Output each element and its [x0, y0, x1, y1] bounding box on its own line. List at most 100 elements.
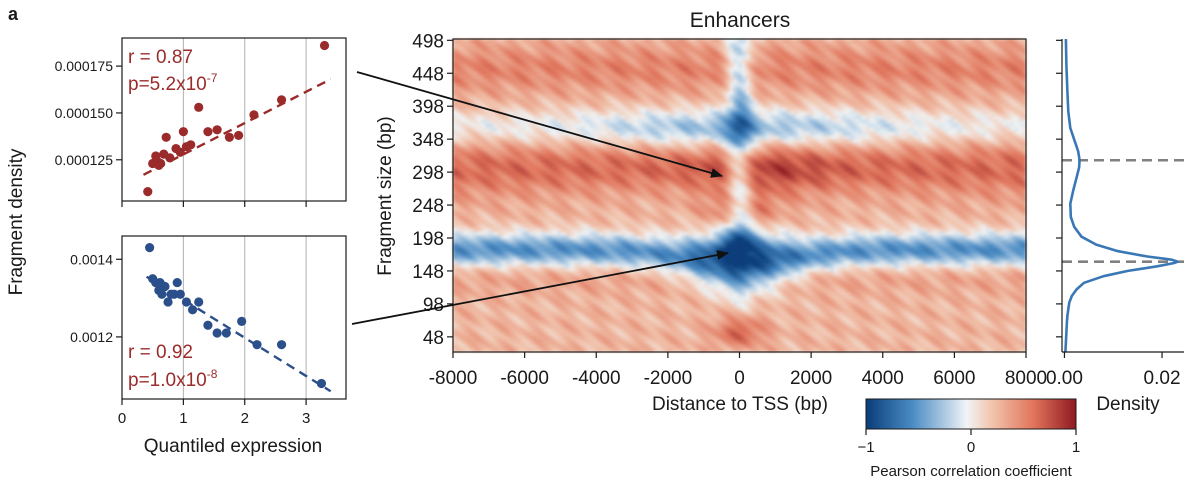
bottom-scatter-xtick-label: 3: [302, 410, 310, 427]
bottom-scatter-gridlines: [182, 236, 307, 399]
heatmap-xtick-label: -8000: [429, 368, 478, 389]
colorbar: −1 0 1 Pearson correlation coefficient: [857, 398, 1080, 480]
bottom-scatter-point: [157, 289, 167, 299]
density-xtick-label: 0.02: [1144, 368, 1181, 389]
top-scatter-point: [194, 102, 204, 112]
heatmap-xticks: -8000 -6000 -4000 -2000 0 2000 4000 6000 8000: [429, 352, 1047, 389]
heatmap-xtick-label: -2000: [644, 368, 693, 389]
top-scatter-point: [156, 158, 166, 169]
heatmap-ytick-label: 298: [412, 163, 444, 184]
heatmap-xtick-label: -4000: [572, 368, 621, 389]
bottom-scatter-xticks: 0 1 2 3: [118, 399, 310, 427]
heatmap-ytick-label: 98: [423, 295, 444, 316]
colorbar-gradient: [865, 398, 1077, 430]
heatmap-panel: Enhancers 48 98 148 198 248 298 348 398 448 498 -…: [375, 9, 1047, 415]
bottom-scatter-xtick-label: 0: [118, 410, 126, 427]
heatmap-title: Enhancers: [690, 9, 790, 32]
density-yticks: [1056, 39, 1062, 338]
arrow-bottom-to-heatmap: [351, 250, 729, 325]
bottom-scatter-panel: 0.0012 0.0014 0 1 2 3 r = 0.92 p=1.0x10-8: [70, 235, 347, 427]
scatter-xlabel: Quantiled expression: [144, 436, 323, 457]
bottom-scatter-point: [316, 378, 327, 389]
heatmap-ytick-label: 398: [412, 97, 444, 118]
colorbar-ticks: −1 0 1: [857, 429, 1080, 456]
bottom-scatter-point: [212, 328, 222, 338]
scatter-ylabel: Fragment density: [6, 148, 27, 295]
top-scatter-r-annotation: r = 0.87: [128, 47, 193, 68]
bottom-scatter-point: [187, 305, 198, 315]
top-scatter-yticks: 0.000125 0.000150 0.000175: [55, 58, 122, 168]
heatmap-ytick-label: 248: [412, 196, 444, 217]
bottom-scatter-points: [145, 243, 327, 389]
top-p-base: p=5.2x10: [128, 74, 207, 95]
bottom-scatter-point: [203, 320, 213, 330]
bottom-scatter-point: [252, 340, 262, 350]
panel-label: a: [8, 4, 19, 24]
bottom-p-exponent: -8: [207, 367, 218, 381]
density-curve: [1064, 38, 1179, 353]
bottom-scatter-point: [276, 340, 287, 350]
heatmap-ytick-label: 348: [412, 130, 444, 151]
bottom-scatter-point: [181, 297, 192, 307]
heatmap-xtick-label: 8000: [1005, 368, 1047, 389]
heatmap-ylabel: Fragment size (bp): [375, 116, 396, 275]
colorbar-tick-label: −1: [857, 439, 874, 456]
top-scatter-p-annotation: p=5.2x10-7: [128, 71, 218, 95]
heatmap-xtick-label: 2000: [790, 368, 832, 389]
top-scatter-fit-line: [142, 78, 332, 176]
top-scatter-point: [186, 140, 196, 150]
heatmap-ytick-label: 148: [412, 262, 444, 283]
density-xtick-label: 0.00: [1046, 368, 1083, 389]
top-scatter-frame: [121, 37, 347, 202]
top-scatter-point: [143, 187, 153, 197]
top-scatter-points: [143, 40, 330, 197]
density-xlabel: Density: [1096, 394, 1160, 415]
heatmap-xtick-label: -6000: [500, 368, 549, 389]
top-scatter-point: [249, 110, 259, 120]
density-panel: 0.00 0.02 Density: [1046, 38, 1184, 415]
top-scatter-point: [212, 125, 222, 135]
bottom-scatter-point: [221, 328, 231, 338]
heatmap-xtick-label: 4000: [862, 368, 904, 389]
bottom-scatter-p-annotation: p=1.0x10-8: [128, 367, 218, 391]
top-scatter-ytick-label: 0.000125: [55, 152, 114, 168]
top-scatter-point: [175, 147, 185, 157]
colorbar-tick-label: 1: [1072, 439, 1080, 456]
top-scatter-point: [161, 132, 171, 142]
heatmap-yticks: 48 98 148 198 248 298 348 398 448 498: [412, 31, 453, 349]
heatmap-image: [453, 39, 1026, 352]
top-scatter-point: [319, 40, 330, 51]
top-scatter-point: [234, 130, 244, 141]
bottom-scatter-point: [194, 297, 204, 307]
top-p-exponent: -7: [207, 71, 218, 85]
bottom-scatter-point: [237, 316, 247, 326]
bottom-scatter-point: [145, 243, 155, 253]
heatmap-xtick-label: 0: [734, 368, 745, 389]
bottom-scatter-yticks: 0.0012 0.0014: [70, 251, 122, 345]
top-scatter-ytick-label: 0.000150: [55, 105, 114, 121]
bottom-p-base: p=1.0x10: [128, 370, 207, 391]
heatmap-ytick-label: 198: [412, 229, 444, 250]
density-reference-lines: [1062, 158, 1184, 264]
top-scatter-point: [165, 153, 175, 163]
top-scatter-point: [178, 127, 188, 137]
top-scatter-point: [203, 127, 213, 137]
density-xticks: 0.00 0.02: [1046, 352, 1181, 389]
bottom-scatter-xtick-label: 1: [179, 410, 187, 427]
top-scatter-ytick-label: 0.000175: [55, 58, 114, 74]
bottom-scatter-point: [175, 289, 185, 299]
top-scatter-point: [224, 132, 234, 142]
heatmap-ytick-label: 498: [412, 31, 444, 52]
bottom-scatter-xtick-label: 2: [241, 410, 249, 427]
heatmap-ytick-label: 48: [423, 328, 444, 349]
heatmap-xlabel: Distance to TSS (bp): [652, 394, 828, 415]
top-scatter-point: [276, 95, 287, 105]
bottom-scatter-ytick-label: 0.0014: [70, 251, 113, 267]
top-scatter-gridlines: [182, 38, 307, 201]
bottom-scatter-ytick-label: 0.0012: [70, 329, 113, 345]
bottom-scatter-point: [163, 297, 173, 307]
colorbar-tick-label: 0: [967, 439, 975, 456]
heatmap-ytick-label: 448: [412, 64, 444, 85]
heatmap-xtick-label: 6000: [933, 368, 975, 389]
